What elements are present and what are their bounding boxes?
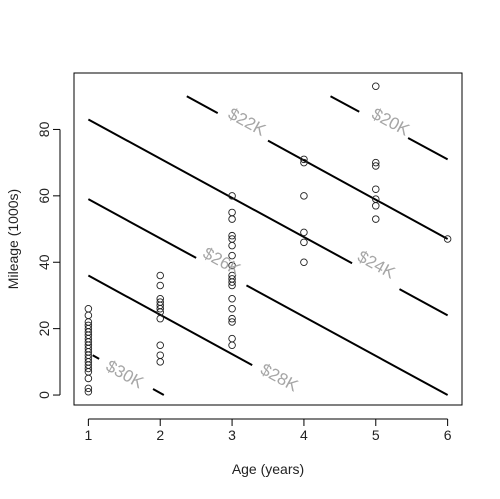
y-axis-title: Mileage (1000s) (5, 189, 21, 289)
contour-label: $24K (354, 247, 399, 283)
contour-line (92, 354, 100, 360)
data-point (156, 358, 164, 366)
data-point (84, 387, 93, 396)
data-point (300, 228, 308, 237)
data-points (84, 82, 452, 396)
x-axis: 1 2 3 4 5 6 (84, 418, 452, 443)
data-point (300, 258, 308, 266)
data-point (156, 281, 164, 290)
contour-label: $30K (103, 356, 148, 392)
data-point (156, 298, 164, 306)
data-point (228, 341, 236, 349)
data-point (228, 275, 236, 283)
data-point (156, 314, 164, 323)
data-point (156, 341, 164, 349)
y-axis: 0 20 40 60 80 (36, 121, 61, 399)
contour-label: $26K (200, 244, 245, 280)
data-point (300, 192, 308, 200)
data-point (300, 158, 308, 167)
y-tick-label: 80 (36, 121, 52, 137)
data-point (300, 155, 308, 164)
data-point (228, 208, 236, 217)
x-tick-label: 1 (84, 427, 92, 443)
data-point (372, 202, 380, 210)
contour-label: $28K (257, 360, 302, 396)
contour-lines (87, 95, 449, 396)
contour-line (186, 95, 219, 115)
data-point (228, 271, 236, 280)
data-point (156, 351, 164, 359)
data-point (84, 311, 93, 320)
plot-frame (73, 72, 463, 406)
data-point (372, 82, 380, 91)
data-point (84, 304, 93, 313)
x-axis-title: Age (years) (232, 461, 304, 477)
data-point (372, 215, 380, 223)
data-point (228, 261, 236, 270)
contour-line (87, 274, 253, 367)
data-point (156, 295, 164, 303)
data-point (156, 271, 164, 280)
data-point (228, 215, 236, 223)
x-tick-label: 5 (372, 427, 380, 443)
data-point (228, 241, 236, 250)
y-tick-label: 20 (36, 321, 52, 337)
x-tick-label: 3 (228, 427, 236, 443)
data-point (228, 192, 236, 200)
contour-line (267, 139, 449, 240)
data-point (228, 318, 236, 326)
contour-line (87, 198, 197, 259)
data-point (372, 158, 380, 167)
contour-label: $22K (225, 104, 270, 140)
contour-line (87, 118, 353, 265)
data-point (372, 185, 380, 193)
contour-line (330, 95, 360, 113)
data-point (84, 374, 93, 383)
x-tick-label: 4 (300, 427, 308, 443)
data-point (228, 235, 236, 243)
x-tick-label: 6 (444, 427, 452, 443)
data-point (372, 162, 380, 170)
data-point (228, 251, 236, 260)
contour-label: $20K (369, 104, 414, 140)
data-point (228, 295, 236, 303)
y-tick-label: 0 (36, 391, 52, 399)
contour-line (407, 137, 449, 161)
contour-line (152, 388, 165, 396)
data-point (228, 334, 236, 343)
x-tick-label: 2 (156, 427, 164, 443)
data-point (300, 238, 308, 247)
data-point (228, 314, 236, 323)
contour-line (399, 288, 449, 317)
data-point (228, 304, 236, 313)
y-tick-label: 60 (36, 188, 52, 204)
data-point (443, 235, 452, 243)
contour-line (245, 284, 449, 396)
data-point (228, 231, 236, 240)
y-tick-label: 40 (36, 254, 52, 270)
data-point (84, 321, 93, 330)
data-point (372, 195, 380, 203)
data-point (84, 384, 93, 393)
